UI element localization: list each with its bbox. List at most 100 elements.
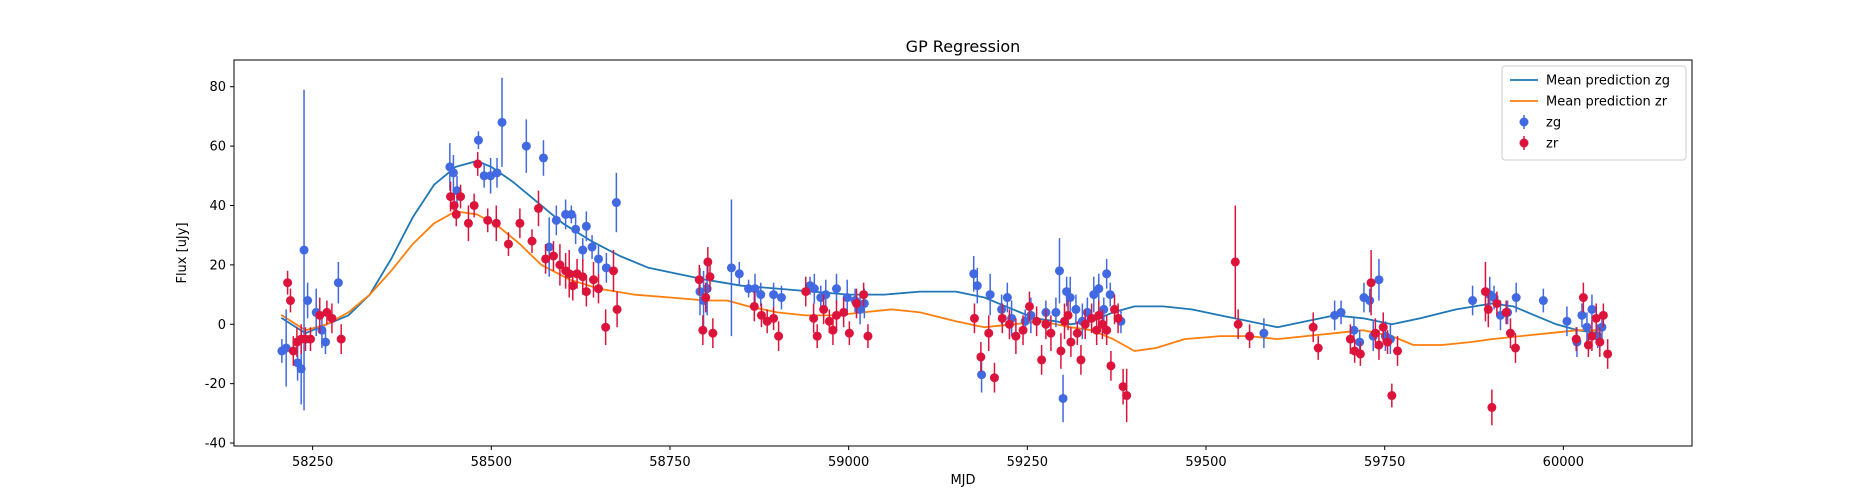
legend-item: Mean prediction zr [1510, 95, 1668, 110]
data-point [612, 304, 622, 314]
data-point [734, 269, 744, 279]
data-point [491, 218, 501, 228]
data-point [1054, 266, 1064, 276]
data-point [1578, 293, 1588, 303]
data-point [456, 192, 466, 202]
data-point [1056, 346, 1066, 356]
data-point [1233, 319, 1243, 329]
data-point [756, 310, 766, 320]
y-tick-label: 60 [209, 140, 226, 155]
legend-label: Mean prediction zg [1546, 74, 1670, 89]
data-point [303, 296, 313, 306]
data-point [1336, 307, 1346, 317]
data-point [1122, 391, 1132, 401]
data-point [449, 200, 459, 210]
y-axis-label: Flux [uJy] [175, 222, 190, 283]
data-point [1511, 293, 1521, 303]
data-point [581, 287, 591, 297]
data-point [801, 287, 811, 297]
data-point [1072, 328, 1082, 338]
data-point [581, 221, 591, 231]
x-tick-label: 59000 [828, 455, 869, 470]
data-point [1577, 310, 1587, 320]
data-point [1118, 382, 1128, 392]
data-point [844, 328, 854, 338]
x-tick-label: 58500 [471, 455, 512, 470]
data-point [564, 269, 574, 279]
x-tick-label: 59750 [1364, 455, 1405, 470]
data-point [1582, 322, 1592, 332]
data-point [1087, 313, 1097, 323]
data-point [1378, 322, 1388, 332]
series-line-mean-prediction-zg [281, 160, 1600, 335]
data-point [1058, 393, 1068, 403]
data-point [594, 284, 603, 294]
data-point [1026, 310, 1036, 320]
data-point [551, 215, 561, 225]
data-point [1113, 313, 1123, 323]
data-point [1308, 322, 1318, 332]
data-point [469, 200, 479, 210]
data-point [705, 272, 715, 282]
data-point [698, 325, 708, 335]
data-point [750, 284, 760, 294]
data-point [694, 275, 704, 285]
data-point [611, 198, 621, 208]
data-point [1094, 284, 1104, 294]
data-point [749, 301, 759, 311]
data-point [1102, 325, 1112, 335]
data-point [989, 373, 999, 383]
data-point [824, 316, 834, 326]
data-point [726, 263, 736, 273]
data-point [283, 278, 293, 288]
data-point [320, 337, 330, 347]
legend-box [1501, 65, 1687, 161]
data-point [1387, 391, 1397, 401]
data-point [1230, 257, 1240, 267]
data-point [1483, 304, 1493, 314]
data-point [527, 236, 537, 246]
data-point [515, 218, 525, 228]
data-point [497, 117, 507, 127]
data-point [492, 168, 502, 178]
data-point [541, 254, 551, 264]
legend-item: zr [1519, 136, 1559, 152]
data-point [1468, 296, 1478, 306]
data-point [1383, 337, 1393, 347]
data-point [776, 293, 786, 303]
data-point [446, 192, 456, 202]
data-point [533, 203, 543, 213]
data-point [1041, 319, 1051, 329]
data-point [1080, 319, 1090, 329]
data-point [1595, 337, 1605, 347]
data-point [1365, 296, 1375, 306]
data-point [333, 278, 343, 288]
data-point [1355, 349, 1365, 359]
data-point [819, 304, 829, 314]
y-tick-label: 40 [209, 199, 226, 214]
data-point [1037, 355, 1047, 365]
data-point [463, 218, 473, 228]
data-point [769, 313, 779, 323]
data-point [1110, 304, 1120, 314]
data-point [842, 293, 852, 303]
data-point [863, 331, 873, 341]
data-point [1063, 310, 1073, 320]
legend-item: zg [1519, 115, 1561, 131]
data-point [1259, 328, 1269, 338]
data-point [538, 153, 548, 163]
data-point [1345, 334, 1355, 344]
legend-marker-swatch [1519, 117, 1529, 127]
plot-area-frame [233, 59, 1693, 447]
data-point [1366, 278, 1376, 288]
data-point [1099, 304, 1109, 314]
data-point [1603, 349, 1613, 359]
data-point [451, 209, 461, 219]
data-point [1051, 307, 1061, 317]
data-point [1102, 269, 1112, 279]
data-point [977, 370, 987, 380]
data-point [828, 325, 838, 335]
data-point [544, 242, 554, 252]
y-tick-label: -40 [205, 437, 226, 452]
data-point [985, 290, 995, 300]
